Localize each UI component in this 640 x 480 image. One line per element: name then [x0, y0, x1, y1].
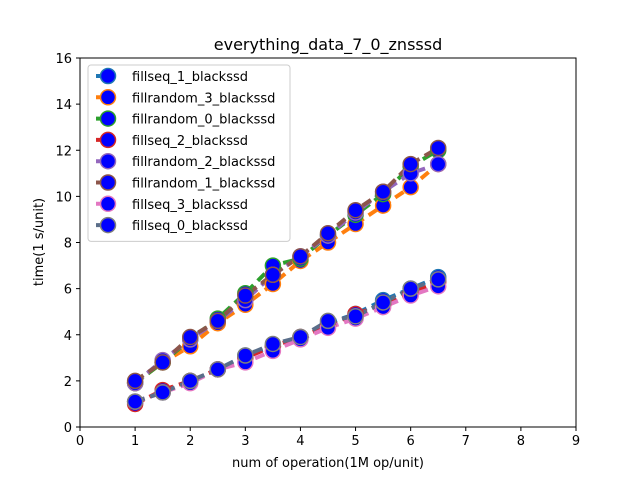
data-point	[347, 201, 364, 219]
data-point	[319, 225, 337, 242]
data-point	[347, 308, 364, 325]
x-tick-label: 8	[517, 434, 525, 449]
data-point	[429, 155, 447, 173]
legend-marker	[99, 89, 117, 106]
data-point	[209, 312, 227, 330]
x-axis-ticks: 0 1 2 3 4 5 6 7 8 9	[76, 427, 580, 449]
data-point	[429, 271, 447, 288]
y-tick-label: 12	[55, 144, 72, 159]
data-point	[374, 183, 392, 201]
legend-marker	[99, 174, 117, 191]
x-tick-label: 2	[186, 434, 194, 449]
y-tick-label: 14	[55, 98, 72, 113]
x-tick-label: 4	[296, 434, 304, 449]
data-point	[402, 280, 419, 297]
legend-marker	[99, 131, 117, 149]
legend-label: fillseq_1_blackssd	[132, 70, 248, 85]
data-point	[237, 287, 254, 304]
legend-box	[87, 64, 291, 242]
x-tick-label: 1	[131, 434, 139, 449]
x-tick-label: 9	[572, 434, 580, 449]
y-axis-label: time(1 s/unit)	[32, 198, 47, 286]
x-tick-label: 3	[241, 434, 249, 449]
data-point	[126, 393, 144, 410]
x-tick-label: 0	[76, 434, 84, 449]
x-tick-label: 5	[351, 434, 359, 449]
x-tick-label: 6	[407, 434, 415, 449]
y-tick-label: 8	[64, 237, 72, 252]
data-point	[154, 384, 171, 401]
data-point	[429, 139, 447, 157]
y-tick-label: 16	[55, 52, 72, 67]
data-point	[264, 266, 282, 284]
y-tick-label: 6	[64, 283, 72, 298]
y-tick-label: 0	[64, 421, 72, 436]
legend-label: fillseq_0_blackssd	[132, 219, 248, 234]
legend-marker	[99, 110, 117, 127]
data-point	[319, 312, 337, 330]
data-point	[264, 335, 282, 353]
data-point	[402, 155, 419, 173]
y-tick-label: 10	[55, 190, 72, 205]
legend-marker	[99, 195, 117, 213]
data-point	[237, 347, 254, 364]
legend: fillseq_1_blackssd fillrandom_3_blackssdf…	[87, 64, 291, 242]
x-tick-label: 7	[462, 434, 470, 449]
x-axis-label: num of operation(1M op/unit)	[232, 456, 424, 471]
y-tick-label: 4	[64, 329, 72, 344]
data-point	[181, 328, 199, 346]
data-point	[374, 294, 392, 311]
data-point	[402, 178, 419, 196]
legend-label: fillrandom_3_blackssd	[132, 91, 275, 106]
chart-title: everything_data_7_0_znsssd	[214, 35, 442, 55]
legend-label: fillrandom_2_blackssd	[132, 155, 275, 170]
y-tick-label: 2	[64, 375, 72, 390]
legend-label: fillseq_3_blackssd	[132, 198, 248, 213]
legend-marker	[99, 216, 117, 234]
data-point	[209, 361, 227, 378]
data-point	[292, 248, 309, 265]
legend-label: fillrandom_1_blackssd	[132, 177, 275, 192]
data-point	[292, 328, 309, 346]
data-point	[126, 372, 144, 390]
y-axis-ticks: 0 2 4 6 8 10 12 14 16	[55, 52, 80, 436]
data-point	[154, 354, 171, 371]
series-markers	[126, 139, 447, 413]
legend-label: fillseq_2_blackssd	[132, 134, 248, 149]
legend-label: fillrandom_0_blackssd	[132, 113, 275, 128]
data-point	[181, 372, 199, 390]
legend-marker	[99, 152, 117, 170]
legend-marker	[99, 67, 117, 85]
